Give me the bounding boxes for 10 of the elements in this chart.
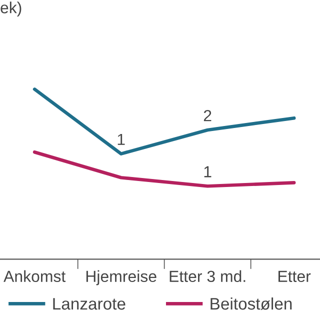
- x-tick-label: Ankomst: [4, 270, 66, 282]
- annotation: 1: [118, 134, 125, 145]
- annotation: 1: [204, 166, 212, 178]
- x-tick-label: Etter: [278, 270, 311, 282]
- x-tick-label: Hjemreise: [86, 270, 156, 286]
- annotation: 2: [204, 110, 212, 122]
- legend-label: Beitostølen: [210, 297, 292, 310]
- chart-title: ek): [0, 2, 22, 16]
- legend-label: Lanzarote: [53, 298, 126, 310]
- x-tick-label: Etter 3 md.: [170, 270, 246, 282]
